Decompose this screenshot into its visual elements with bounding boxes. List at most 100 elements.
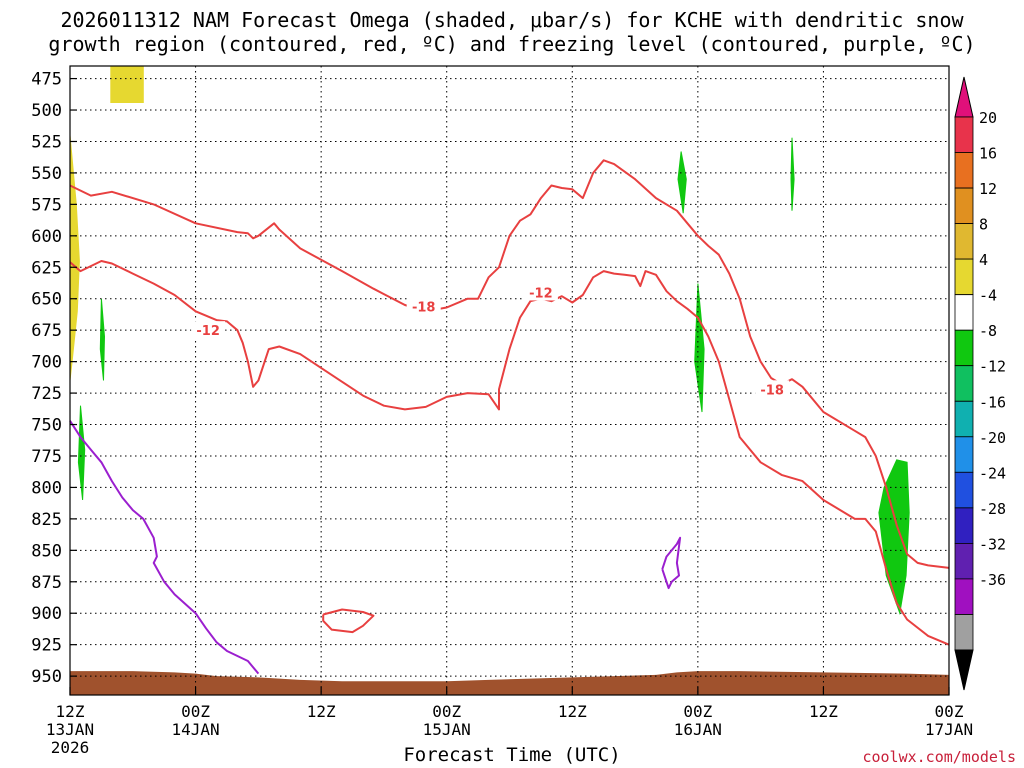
x-tick-label: 12Z: [558, 702, 587, 721]
contour-layer: [69, 159, 950, 675]
y-tick-label: 875: [31, 573, 62, 593]
y-tick-label: 600: [31, 227, 62, 247]
colorbar-swatch: [954, 223, 974, 260]
contour-label: -18: [412, 300, 436, 315]
y-tick-label: 475: [31, 70, 62, 90]
omega-patch-1: [69, 135, 80, 381]
x-tick-label: 17JAN: [925, 720, 973, 739]
contour-line-3: [69, 420, 260, 675]
y-tick-label: 925: [31, 636, 62, 656]
colorbar-label: -8: [979, 322, 997, 340]
contour-label-bg: [406, 297, 441, 315]
x-tick-label: 14JAN: [171, 720, 219, 739]
x-tick-label: 12Z: [307, 702, 336, 721]
y-tick-label: 900: [31, 604, 62, 624]
omega-patch-3: [77, 405, 86, 501]
y-axis: 475 500 525 550 575 600 625 650 675 700 725 750 775 8…: [31, 70, 77, 687]
colorbar-label: -24: [979, 464, 1006, 482]
colorbar-label: -28: [979, 500, 1006, 518]
colorbar-swatch: [954, 152, 974, 189]
omega-patch-4: [677, 151, 687, 214]
colorbar-label: 16: [979, 145, 997, 163]
colorbar-label: -20: [979, 429, 1006, 447]
x-tick-label: 2026: [51, 738, 90, 757]
colorbar-label: 20: [979, 109, 997, 127]
colorbar-label: -36: [979, 571, 1006, 589]
y-tick-label: 625: [31, 258, 62, 278]
colorbar-swatch: [954, 614, 974, 651]
x-tick-label: 12Z: [56, 702, 85, 721]
y-tick-label: 550: [31, 164, 62, 184]
ground-layer: [70, 671, 949, 695]
colorbar-bottom-arrow: [954, 649, 974, 691]
colorbar-swatch: [954, 436, 974, 473]
colorbar-swatch: [954, 365, 974, 402]
x-tick-label: 12Z: [809, 702, 838, 721]
x-tick-label: 00Z: [181, 702, 210, 721]
x-tick-label: 00Z: [432, 702, 461, 721]
colorbar-swatch: [954, 116, 974, 153]
contour-label-bg: [191, 321, 226, 339]
gridlines: [70, 66, 949, 695]
x-tick-label: 16JAN: [674, 720, 722, 739]
ground-surface: [70, 671, 949, 695]
colorbar-label: -16: [979, 393, 1006, 411]
colorbar-label: 12: [979, 180, 997, 198]
omega-shading-layer: [69, 65, 910, 616]
y-tick-label: 850: [31, 541, 62, 561]
y-tick-label: 725: [31, 384, 62, 404]
chart-title-line-1: 2026011312 NAM Forecast Omega (shaded, μ…: [60, 8, 964, 32]
colorbar-swatch: [954, 543, 974, 580]
colorbar-label: -32: [979, 535, 1006, 553]
colorbar-swatch: [954, 400, 974, 438]
y-tick-label: 675: [31, 321, 62, 341]
y-tick-label: 650: [31, 290, 62, 310]
omega-patch-7: [878, 459, 910, 616]
colorbar-label: -12: [979, 358, 1006, 376]
x-tick-label: 00Z: [683, 702, 712, 721]
colorbar-top-arrow: [954, 76, 974, 118]
y-tick-label: 800: [31, 478, 62, 498]
colorbar-swatch: [954, 507, 974, 544]
colorbar-swatch: [954, 258, 974, 296]
y-tick-label: 750: [31, 416, 62, 436]
y-tick-label: 825: [31, 510, 62, 530]
contour-line-0: [69, 159, 950, 569]
colorbar-label: 4: [979, 251, 988, 269]
plot-frame: [69, 65, 950, 696]
y-tick-label: 775: [31, 447, 62, 467]
y-tick-label: 950: [31, 667, 62, 687]
chart-title-line-2: growth region (contoured, red, ºC) and f…: [48, 32, 976, 56]
colorbar-swatch: [954, 294, 974, 331]
contour-label: -18: [760, 383, 784, 398]
x-axis-title: Forecast Time (UTC): [403, 744, 621, 766]
omega-patch-5: [790, 137, 795, 211]
contour-label: -12: [196, 324, 220, 339]
contour-line-2: [322, 608, 375, 634]
y-tick-label: 575: [31, 195, 62, 215]
colorbar-label: 8: [979, 216, 988, 234]
colorbar-swatch: [954, 187, 974, 225]
contour-labels: -18 -18 -12 -12: [191, 283, 790, 398]
y-tick-label: 700: [31, 353, 62, 373]
credit-text: coolwx.com/models: [862, 748, 1016, 766]
y-tick-label: 525: [31, 132, 62, 152]
colorbar-swatch: [954, 578, 974, 615]
colorbar-swatch: [954, 471, 974, 509]
colorbar: 20 16 12 8 4 -4 -8 -12 -16 -20 -24 -28 -32 -36: [954, 76, 1006, 691]
y-tick-label: 500: [31, 101, 62, 121]
x-tick-label: 00Z: [935, 702, 964, 721]
contour-line-4: [661, 536, 682, 590]
omega-patch-0: [110, 65, 144, 103]
omega-patch-2: [99, 298, 106, 381]
contour-label-bg: [755, 380, 790, 398]
x-tick-label: 15JAN: [423, 720, 471, 739]
contour-label-bg: [523, 283, 558, 301]
x-tick-label: 13JAN: [46, 720, 94, 739]
contour-line-1: [69, 260, 950, 646]
colorbar-label: -4: [979, 287, 997, 305]
contour-label: -12: [529, 286, 553, 301]
colorbar-swatch: [954, 329, 974, 367]
